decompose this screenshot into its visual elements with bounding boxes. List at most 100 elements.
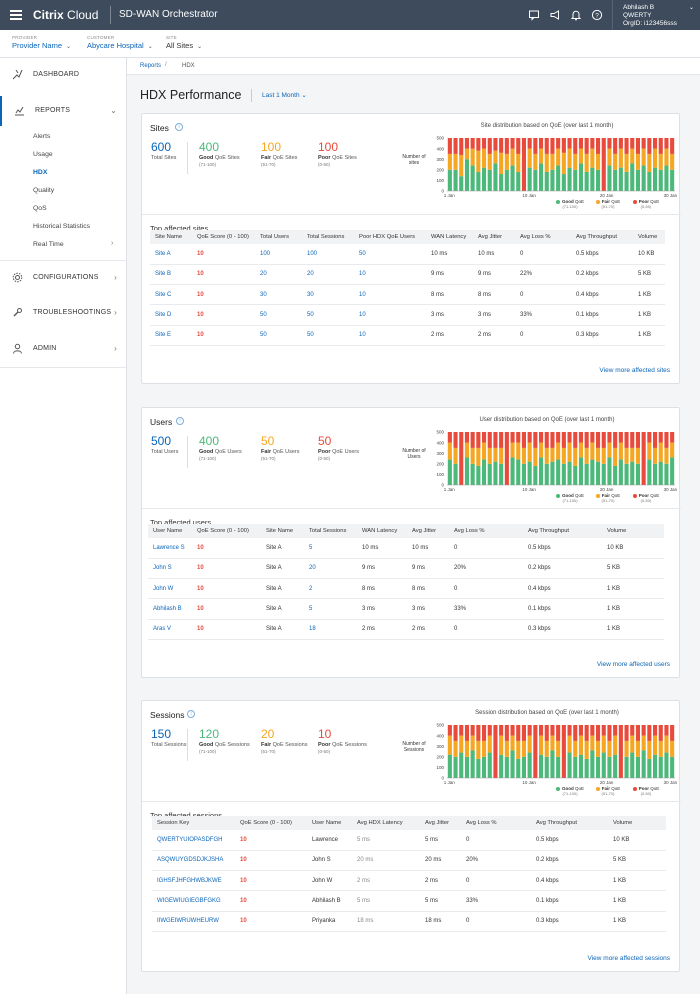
- bar-segment-good[interactable]: [550, 750, 555, 778]
- megaphone-icon[interactable]: [549, 9, 561, 21]
- bar-segment-poor[interactable]: [481, 432, 487, 443]
- view-more-link[interactable]: View more affected sites: [599, 367, 670, 374]
- bar-segment-good[interactable]: [533, 169, 538, 191]
- bar-segment-fair[interactable]: [459, 154, 464, 177]
- bar-segment-poor[interactable]: [556, 725, 561, 741]
- bar-segment-fair[interactable]: [561, 447, 566, 464]
- table-cell[interactable]: 10: [354, 304, 426, 326]
- bar-segment-poor[interactable]: [470, 725, 475, 736]
- bar-segment-poor[interactable]: [538, 432, 544, 443]
- bar-segment-fair[interactable]: [652, 735, 658, 755]
- bar-segment-good[interactable]: [561, 174, 566, 191]
- bar-segment-poor[interactable]: [527, 432, 532, 443]
- bar-segment-poor[interactable]: [459, 725, 464, 736]
- bar-segment-fair[interactable]: [521, 740, 527, 757]
- bar-segment-poor[interactable]: [556, 138, 561, 149]
- bar-segment-fair[interactable]: [499, 447, 504, 464]
- bar-segment-fair[interactable]: [607, 442, 612, 458]
- bar-segment-fair[interactable]: [641, 148, 646, 166]
- bar-segment-fair[interactable]: [607, 148, 612, 166]
- bar-segment-poor[interactable]: [601, 432, 606, 448]
- bar-segment-fair[interactable]: [658, 442, 663, 462]
- bar-segment-fair[interactable]: [664, 148, 669, 166]
- bar-segment-poor[interactable]: [664, 138, 669, 149]
- bar-segment-poor[interactable]: [641, 725, 646, 736]
- legend-poor[interactable]: Poor QoE (0-50): [631, 199, 661, 209]
- column-header[interactable]: Total Sessions: [302, 230, 354, 244]
- bar-segment-good[interactable]: [487, 169, 492, 191]
- bar-segment-poor[interactable]: [521, 432, 527, 448]
- bar-segment-poor[interactable]: [487, 725, 492, 736]
- bar-segment-poor[interactable]: [595, 138, 601, 154]
- column-header[interactable]: Avg Loss %: [461, 816, 531, 830]
- bar-segment-poor[interactable]: [453, 432, 458, 448]
- column-header[interactable]: Total Users: [255, 230, 302, 244]
- bar-segment-fair[interactable]: [584, 740, 589, 759]
- column-header[interactable]: Avg Loss %: [449, 524, 523, 538]
- bar-segment-good[interactable]: [613, 754, 618, 778]
- nav-reports[interactable]: REPORTS ⌄: [0, 96, 127, 126]
- legend-fair[interactable]: Fair QoE (51-70): [593, 199, 623, 209]
- bar-segment-poor[interactable]: [538, 138, 544, 149]
- bar-segment-fair[interactable]: [641, 735, 646, 751]
- bar-segment-fair[interactable]: [470, 447, 475, 464]
- bar-segment-poor[interactable]: [504, 725, 509, 741]
- bar-segment-poor[interactable]: [613, 432, 618, 448]
- bar-segment-good[interactable]: [584, 463, 589, 485]
- bar-segment-fair[interactable]: [447, 153, 452, 170]
- bar-segment-fair[interactable]: [624, 153, 629, 172]
- bar-segment-good[interactable]: [658, 461, 663, 485]
- column-header[interactable]: Avg Jitter: [407, 524, 449, 538]
- bar-segment-fair[interactable]: [601, 447, 606, 464]
- column-header[interactable]: QoE Score (0 - 100): [192, 230, 255, 244]
- bar-segment-good[interactable]: [573, 169, 578, 191]
- bar-segment-poor[interactable]: [464, 432, 470, 443]
- breadcrumb-reports[interactable]: Reports: [140, 63, 162, 69]
- bar-segment-fair[interactable]: [670, 740, 675, 757]
- bar-segment-good[interactable]: [635, 756, 641, 778]
- bar-segment-good[interactable]: [647, 758, 652, 778]
- bar-segment-fair[interactable]: [635, 153, 641, 170]
- bar-segment-poor[interactable]: [533, 138, 538, 154]
- column-header[interactable]: Avg Jitter: [420, 816, 461, 830]
- bar-segment-fair[interactable]: [544, 153, 549, 172]
- bar-segment-poor[interactable]: [533, 725, 538, 778]
- bar-segment-good[interactable]: [670, 457, 675, 485]
- info-icon[interactable]: i: [176, 417, 184, 425]
- bar-segment-good[interactable]: [601, 752, 606, 778]
- table-cell[interactable]: 2: [304, 578, 357, 600]
- table-cell[interactable]: 30: [302, 284, 354, 306]
- chat-icon[interactable]: [528, 9, 540, 21]
- legend-fair[interactable]: Fair QoE (51-70): [593, 493, 623, 503]
- bar-segment-poor[interactable]: [453, 138, 458, 154]
- customer-filter[interactable]: CUSTOMER Abycare Hospital ⌄: [87, 35, 153, 50]
- bar-segment-fair[interactable]: [567, 735, 572, 753]
- column-header[interactable]: Volume: [633, 230, 665, 244]
- bar-segment-good[interactable]: [510, 165, 515, 191]
- bar-segment-poor[interactable]: [624, 432, 629, 448]
- bar-segment-fair[interactable]: [584, 447, 589, 464]
- bar-segment-fair[interactable]: [481, 740, 487, 757]
- bar-segment-good[interactable]: [573, 465, 578, 485]
- bar-segment-poor[interactable]: [499, 432, 504, 448]
- bar-segment-fair[interactable]: [595, 447, 601, 462]
- view-more-link[interactable]: View more affected users: [596, 661, 670, 668]
- bar-segment-good[interactable]: [670, 169, 675, 191]
- column-header[interactable]: Site Name: [150, 230, 192, 244]
- row-key-link[interactable]: ASQWUYGDSDJKJSHA: [152, 850, 235, 872]
- bar-segment-good[interactable]: [499, 463, 504, 485]
- bar-segment-poor[interactable]: [613, 138, 618, 154]
- bar-segment-good[interactable]: [652, 167, 658, 191]
- bar-segment-poor[interactable]: [481, 725, 487, 741]
- bar-segment-good[interactable]: [470, 165, 475, 191]
- bar-segment-good[interactable]: [595, 756, 601, 778]
- bar-segment-good[interactable]: [567, 167, 572, 191]
- bar-segment-good[interactable]: [476, 758, 481, 778]
- bar-segment-good[interactable]: [561, 463, 566, 485]
- bar-segment-good[interactable]: [538, 754, 544, 778]
- bell-icon[interactable]: [570, 9, 582, 21]
- row-key-link[interactable]: Abhilash B: [148, 598, 192, 620]
- bar-segment-poor[interactable]: [573, 432, 578, 448]
- bar-segment-good[interactable]: [578, 457, 584, 485]
- bar-segment-poor[interactable]: [544, 432, 549, 448]
